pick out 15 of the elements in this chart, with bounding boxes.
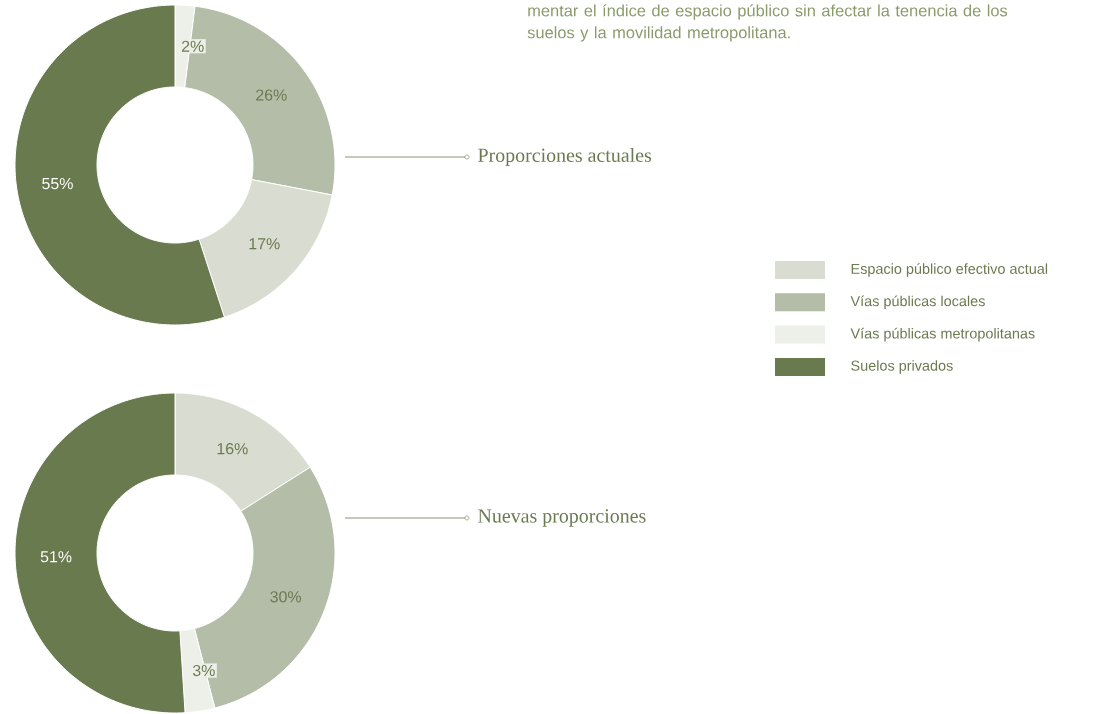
text: mentar el índice de espacio público sin afectar la tenencia de los suelos y la movilidad metropolitana.: [527, 4, 1008, 42]
data-label: 26%: [256, 89, 287, 101]
data-label: 3%: [192, 664, 215, 677]
text: Proporciones actuales: [478, 147, 652, 167]
data-label: 55%: [42, 178, 73, 190]
data-label: 16%: [217, 443, 248, 455]
text: Nuevas proporciones: [478, 509, 646, 527]
data-label: 51%: [40, 551, 72, 563]
legend-label: Suelos privados: [851, 360, 953, 374]
data-label: 2%: [181, 40, 204, 52]
legend-label: Vías públicas metropolitanas: [850, 327, 1035, 342]
legend-label: Espacio público efectivo actual: [851, 263, 1048, 277]
data-label: 17%: [249, 238, 280, 250]
legend-label: Vías públicas locales: [850, 295, 985, 310]
data-label: 30%: [270, 591, 302, 603]
